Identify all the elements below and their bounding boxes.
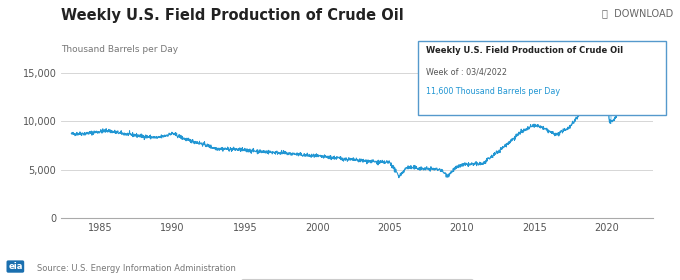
Text: Weekly U.S. Field Production of Crude Oil: Weekly U.S. Field Production of Crude Oi… bbox=[61, 8, 404, 24]
Text: Weekly U.S. Field Production of Crude Oil: Weekly U.S. Field Production of Crude Oi… bbox=[426, 46, 624, 55]
Text: ⤓  DOWNLOAD: ⤓ DOWNLOAD bbox=[602, 8, 673, 18]
Legend: Weekly U.S. Field Production of Crude Oil: Weekly U.S. Field Production of Crude Oi… bbox=[241, 279, 473, 280]
Text: Thousand Barrels per Day: Thousand Barrels per Day bbox=[61, 45, 178, 54]
Text: 11,600 Thousand Barrels per Day: 11,600 Thousand Barrels per Day bbox=[426, 87, 560, 96]
Text: eia: eia bbox=[8, 262, 22, 271]
Text: Source: U.S. Energy Information Administration: Source: U.S. Energy Information Administ… bbox=[37, 264, 236, 273]
Text: Week of : 03/4/2022: Week of : 03/4/2022 bbox=[426, 67, 507, 76]
